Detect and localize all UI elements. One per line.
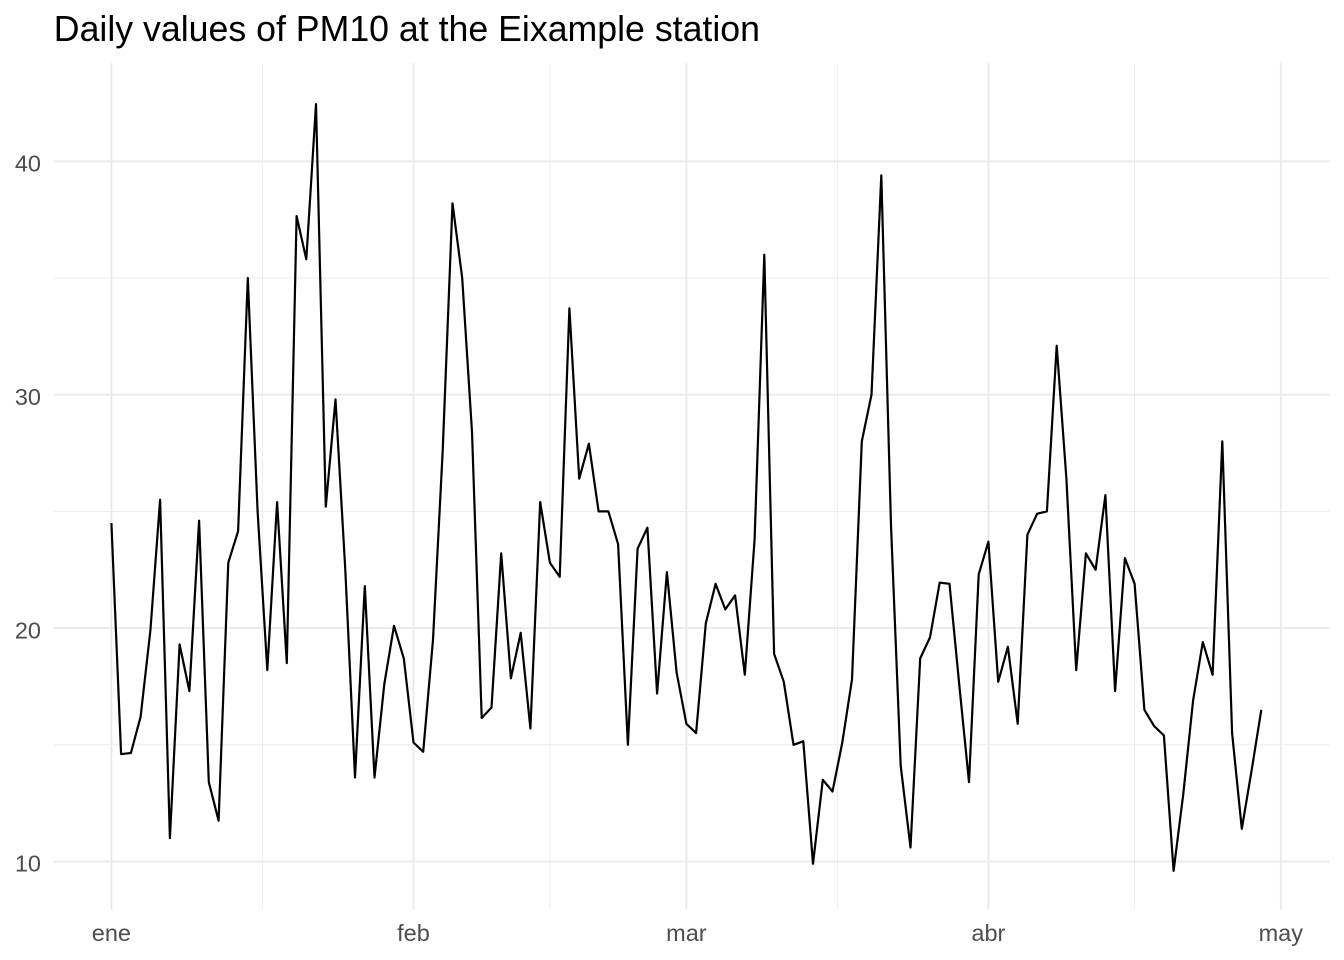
svg-text:10: 10 <box>15 851 41 877</box>
svg-text:feb: feb <box>397 920 430 946</box>
svg-text:Daily values of PM10 at the Ei: Daily values of PM10 at the Eixample sta… <box>54 9 760 49</box>
svg-text:40: 40 <box>15 151 41 177</box>
svg-text:may: may <box>1259 920 1304 946</box>
svg-text:abr: abr <box>971 920 1005 946</box>
svg-text:30: 30 <box>15 384 41 410</box>
svg-text:mar: mar <box>666 920 707 946</box>
svg-text:20: 20 <box>15 617 41 643</box>
svg-text:ene: ene <box>92 920 131 946</box>
